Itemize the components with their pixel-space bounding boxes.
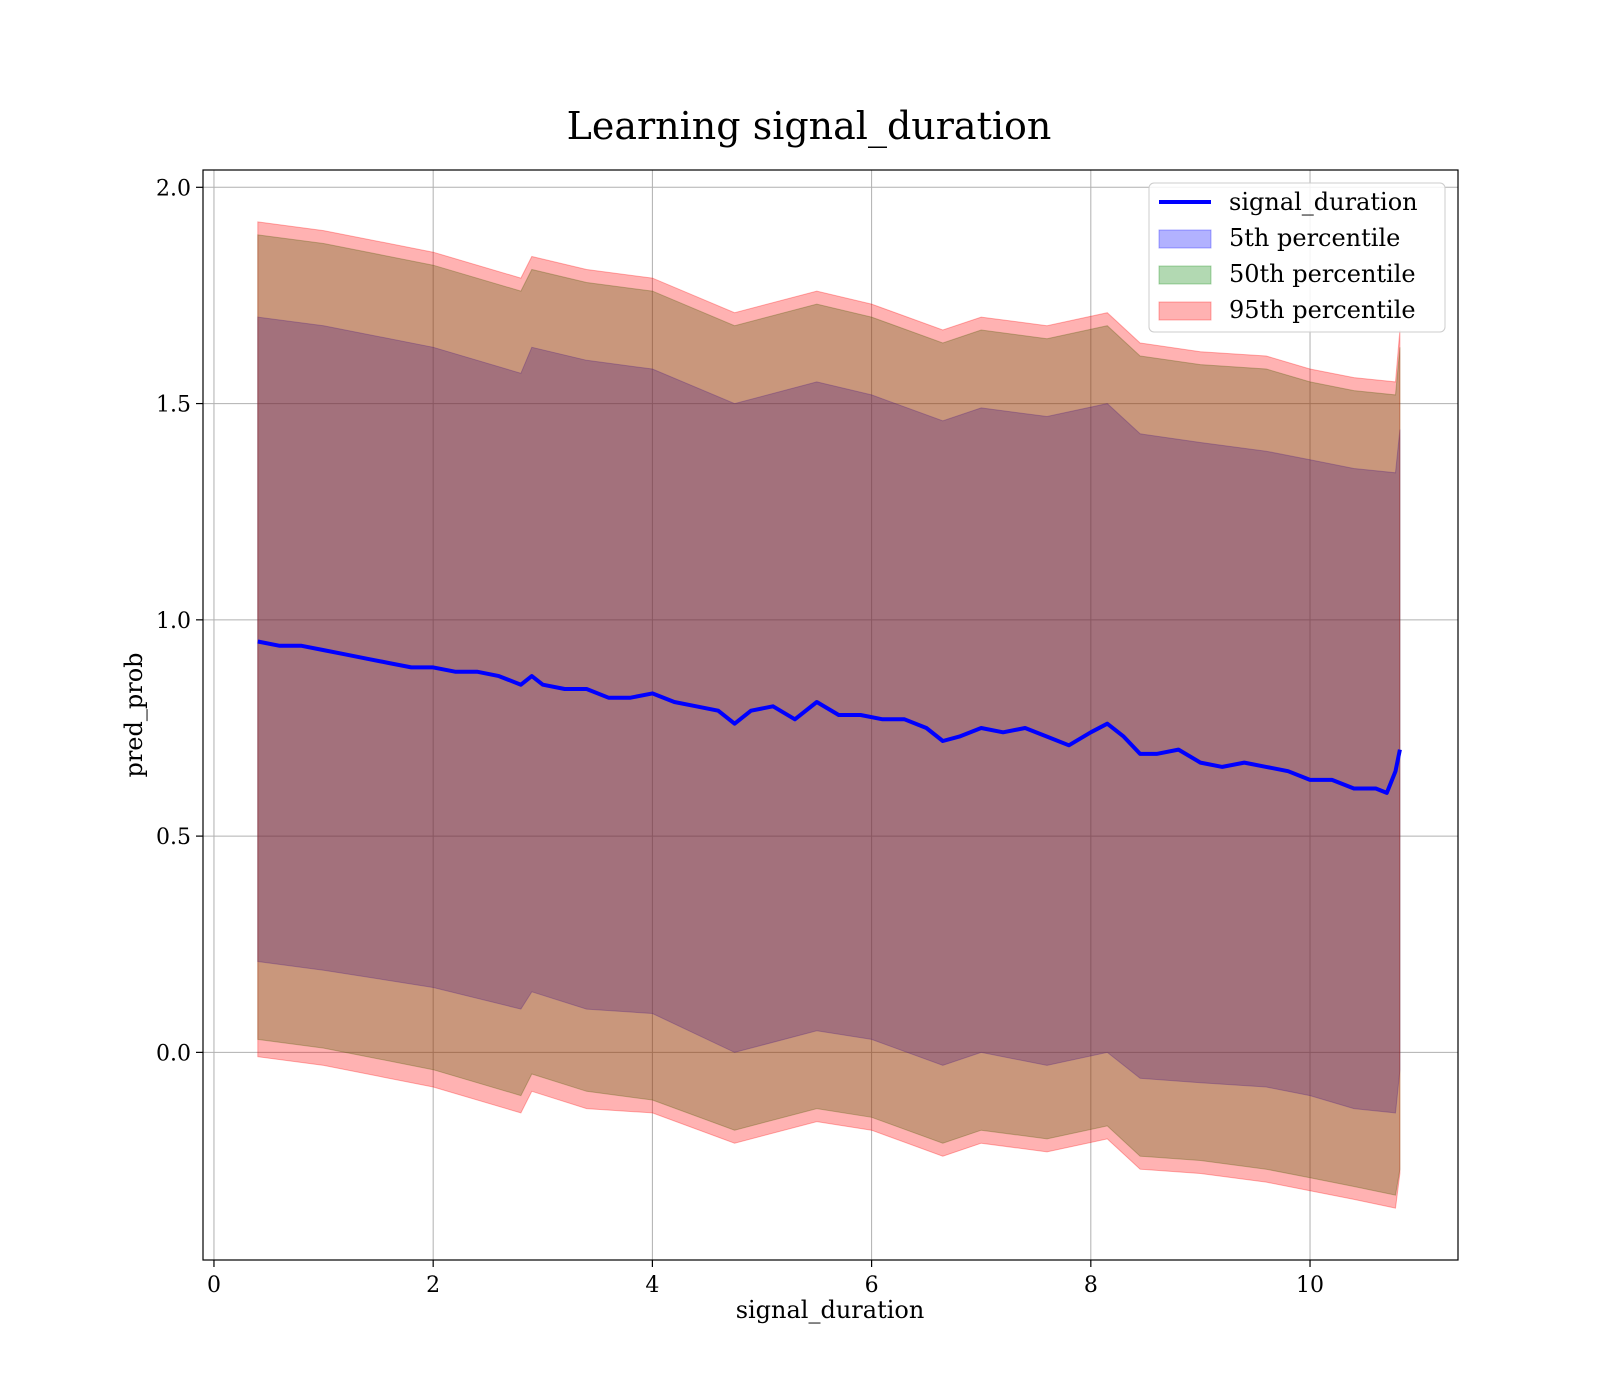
x-tick-label: 2: [426, 1273, 440, 1298]
plot-area: [203, 170, 1458, 1260]
x-axis-ticks: 0 2 4 6 8 10: [207, 1260, 1324, 1298]
line-signal_duration: [257, 639, 1402, 795]
y-tick-label: 2.0: [156, 176, 191, 201]
legend-swatch-band: [1158, 229, 1212, 249]
y-tick-label: 0.0: [156, 1041, 191, 1066]
legend-label: signal_duration: [1229, 188, 1418, 216]
x-axis-label: signal_duration: [736, 1296, 925, 1324]
band-5th-percentile: [257, 316, 1401, 1114]
y-axis-label: pred_prob: [120, 652, 148, 777]
series-lines: [257, 639, 1402, 795]
y-axis-ticks: 0.0 0.5 1.0 1.5 2.0: [156, 176, 203, 1066]
x-tick-label: 8: [1084, 1273, 1098, 1298]
x-tick-label: 6: [865, 1273, 879, 1298]
legend-box: [1148, 182, 1446, 333]
legend-label: 5th percentile: [1229, 224, 1400, 252]
percentile-bands: [257, 221, 1401, 1209]
x-tick-label: 0: [207, 1273, 221, 1298]
legend: signal_duration 5th percentile 50th percen…: [1148, 182, 1446, 333]
band-95th-percentile: [257, 221, 1401, 1209]
plot-frame: [202, 169, 1459, 1261]
x-tick-label: 10: [1296, 1273, 1324, 1298]
x-tick-label: 4: [645, 1273, 659, 1298]
chart-title: Learning signal_duration: [567, 104, 1052, 149]
y-tick-label: 1.0: [156, 609, 191, 634]
legend-swatch-band: [1158, 265, 1212, 285]
legend-swatch-band: [1158, 301, 1212, 321]
legend-label: 95th percentile: [1229, 296, 1416, 324]
y-tick-label: 1.5: [156, 393, 191, 418]
y-tick-label: 0.5: [156, 825, 191, 850]
legend-label: 50th percentile: [1229, 260, 1416, 288]
band-50th-percentile: [257, 234, 1401, 1196]
